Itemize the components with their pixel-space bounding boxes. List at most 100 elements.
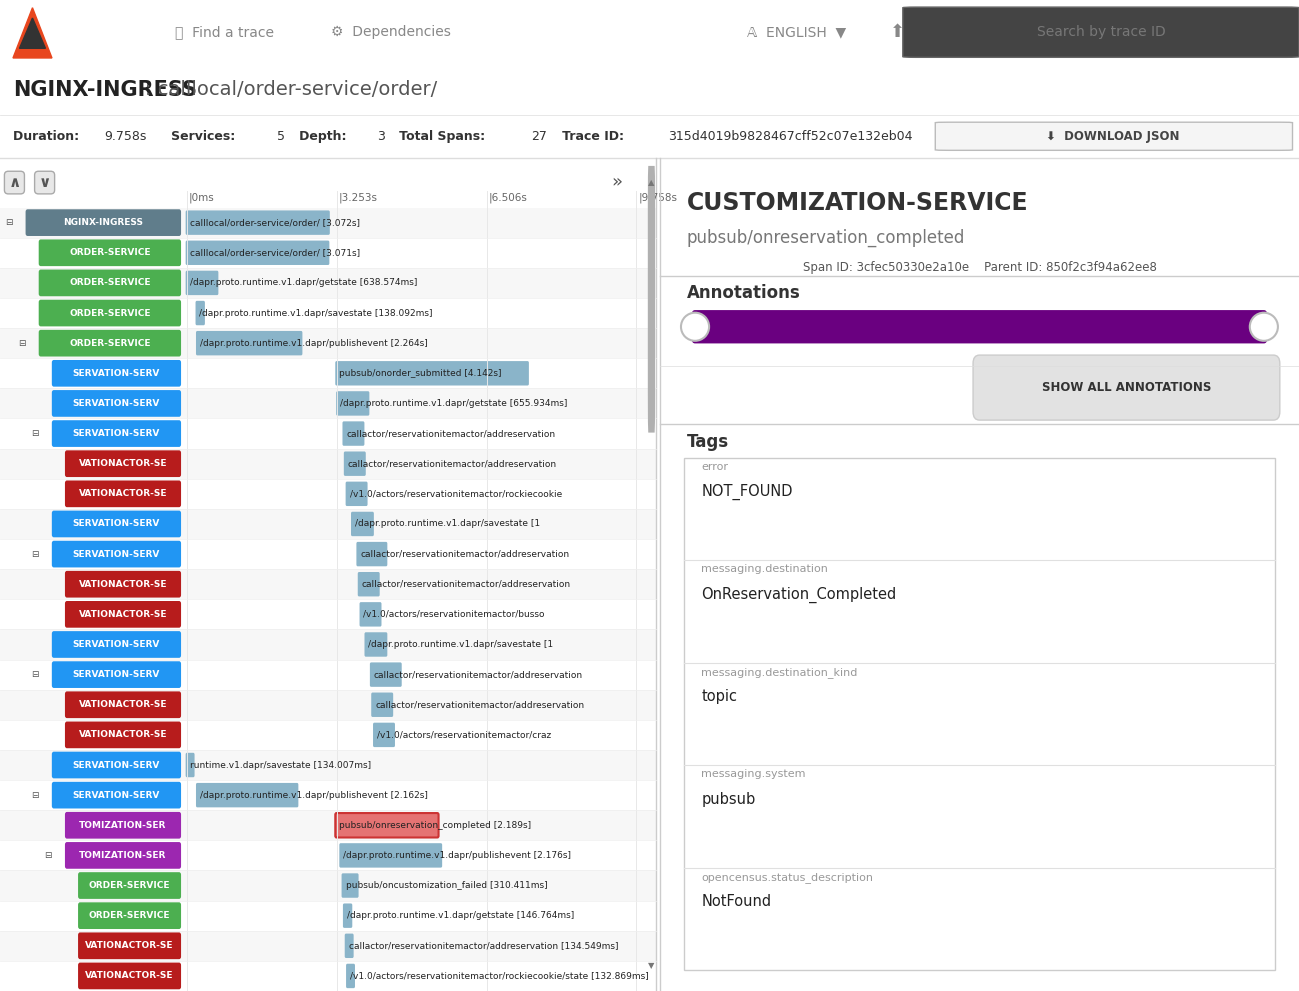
Text: Search by trace ID: Search by trace ID <box>1037 25 1167 40</box>
FancyBboxPatch shape <box>372 693 394 716</box>
Text: /v1.0/actors/reservationitemactor/craz: /v1.0/actors/reservationitemactor/craz <box>377 730 551 739</box>
Text: CUSTOMIZATION-SERVICE: CUSTOMIZATION-SERVICE <box>687 191 1029 215</box>
Bar <box>0 600 656 629</box>
Text: ORDER-SERVICE: ORDER-SERVICE <box>88 911 170 921</box>
FancyBboxPatch shape <box>186 210 330 235</box>
Text: pubsub/oncustomization_failed [310.411ms]: pubsub/oncustomization_failed [310.411ms… <box>346 881 547 890</box>
Text: /dapr.proto.runtime.v1.dapr/publishevent [2.176s]: /dapr.proto.runtime.v1.dapr/publishevent… <box>343 851 572 860</box>
FancyBboxPatch shape <box>339 843 442 867</box>
Text: runtime.v1.dapr/savestate [134.007ms]: runtime.v1.dapr/savestate [134.007ms] <box>190 760 370 770</box>
FancyBboxPatch shape <box>65 692 181 718</box>
FancyBboxPatch shape <box>39 270 181 296</box>
Bar <box>0 931 656 961</box>
FancyBboxPatch shape <box>365 632 387 657</box>
Text: ORDER-SERVICE: ORDER-SERVICE <box>88 881 170 890</box>
FancyBboxPatch shape <box>973 355 1280 420</box>
Bar <box>0 539 656 569</box>
Text: error: error <box>701 462 729 472</box>
Text: /dapr.proto.runtime.v1.dapr/savestate [1: /dapr.proto.runtime.v1.dapr/savestate [1 <box>369 640 553 649</box>
FancyBboxPatch shape <box>344 934 353 958</box>
FancyBboxPatch shape <box>65 721 181 748</box>
Bar <box>0 509 656 539</box>
Text: 𝔸  ENGLISH  ▼: 𝔸 ENGLISH ▼ <box>747 25 846 40</box>
Text: |0ms: |0ms <box>188 192 214 203</box>
Polygon shape <box>19 18 45 49</box>
Text: callactor/reservationitemactor/addreservation: callactor/reservationitemactor/addreserv… <box>360 550 569 559</box>
Bar <box>0 870 656 901</box>
Text: /dapr.proto.runtime.v1.dapr/getstate [638.574ms]: /dapr.proto.runtime.v1.dapr/getstate [63… <box>190 278 417 287</box>
FancyBboxPatch shape <box>78 933 181 959</box>
Text: ⬇  DOWNLOAD JSON: ⬇ DOWNLOAD JSON <box>1047 130 1179 143</box>
FancyBboxPatch shape <box>343 904 352 928</box>
Text: ORDER-SERVICE: ORDER-SERVICE <box>69 249 151 258</box>
Text: /dapr.proto.runtime.v1.dapr/getstate [655.934ms]: /dapr.proto.runtime.v1.dapr/getstate [65… <box>340 399 568 408</box>
Text: callactor/reservationitemactor/addreservation: callactor/reservationitemactor/addreserv… <box>375 701 585 710</box>
Polygon shape <box>13 8 52 57</box>
Text: calllocal/order-service/order/ [3.071s]: calllocal/order-service/order/ [3.071s] <box>190 249 360 258</box>
Text: callactor/reservationitemactor/addreservation: callactor/reservationitemactor/addreserv… <box>361 580 570 589</box>
FancyBboxPatch shape <box>196 301 205 325</box>
Text: ⊟: ⊟ <box>31 429 39 438</box>
Bar <box>0 719 656 750</box>
Bar <box>0 901 656 931</box>
Bar <box>0 690 656 719</box>
Text: pubsub/onreservation_completed: pubsub/onreservation_completed <box>687 228 965 247</box>
Bar <box>0 840 656 870</box>
Text: VATIONACTOR-SE: VATIONACTOR-SE <box>79 730 168 739</box>
FancyBboxPatch shape <box>935 122 1293 151</box>
Text: ⚙  Dependencies: ⚙ Dependencies <box>331 25 451 40</box>
Text: SERVATION-SERV: SERVATION-SERV <box>73 670 160 679</box>
Text: callactor/reservationitemactor/addreservation: callactor/reservationitemactor/addreserv… <box>348 459 557 468</box>
FancyBboxPatch shape <box>65 450 181 477</box>
FancyBboxPatch shape <box>52 420 181 447</box>
Text: ⊟: ⊟ <box>18 339 26 348</box>
Text: pubsub: pubsub <box>701 792 756 807</box>
Text: NGINX-INGRESS: NGINX-INGRESS <box>13 79 197 100</box>
FancyBboxPatch shape <box>39 299 181 326</box>
FancyBboxPatch shape <box>186 753 195 777</box>
Text: Tags: Tags <box>687 433 729 451</box>
Text: SERVATION-SERV: SERVATION-SERV <box>73 369 160 378</box>
FancyBboxPatch shape <box>52 390 181 417</box>
Text: NOT_FOUND: NOT_FOUND <box>701 485 792 500</box>
FancyBboxPatch shape <box>65 571 181 598</box>
FancyBboxPatch shape <box>335 813 439 837</box>
Text: /dapr.proto.runtime.v1.dapr/savestate [1: /dapr.proto.runtime.v1.dapr/savestate [1 <box>355 519 540 528</box>
Text: 3: 3 <box>377 130 385 143</box>
Text: ▼: ▼ <box>648 961 655 970</box>
Text: callactor/reservationitemactor/addreservation [134.549ms]: callactor/reservationitemactor/addreserv… <box>348 941 618 950</box>
FancyBboxPatch shape <box>356 542 387 566</box>
Bar <box>0 207 656 238</box>
Text: Total Spans:: Total Spans: <box>386 130 490 143</box>
Text: callactor/reservationitemactor/addreservation: callactor/reservationitemactor/addreserv… <box>347 429 556 438</box>
FancyBboxPatch shape <box>692 310 1267 344</box>
FancyBboxPatch shape <box>52 751 181 778</box>
FancyBboxPatch shape <box>52 541 181 568</box>
Text: SHOW ALL ANNOTATIONS: SHOW ALL ANNOTATIONS <box>1042 382 1211 394</box>
FancyBboxPatch shape <box>186 271 218 295</box>
FancyBboxPatch shape <box>26 209 181 236</box>
Bar <box>0 449 656 479</box>
Text: messaging.destination: messaging.destination <box>701 564 829 574</box>
Text: TOMIZATION-SER: TOMIZATION-SER <box>79 821 166 829</box>
Text: TOMIZATION-SER: TOMIZATION-SER <box>79 851 166 860</box>
Text: /v1.0/actors/reservationitemactor/rockiecookie: /v1.0/actors/reservationitemactor/rockie… <box>349 490 561 498</box>
Text: /dapr.proto.runtime.v1.dapr/savestate [138.092ms]: /dapr.proto.runtime.v1.dapr/savestate [1… <box>200 308 433 317</box>
Text: ⊟: ⊟ <box>31 550 39 559</box>
Text: ⊟: ⊟ <box>5 218 13 227</box>
Bar <box>0 298 656 328</box>
FancyBboxPatch shape <box>335 361 529 385</box>
FancyBboxPatch shape <box>346 482 368 506</box>
FancyBboxPatch shape <box>351 511 374 536</box>
FancyBboxPatch shape <box>648 165 655 433</box>
Text: SERVATION-SERV: SERVATION-SERV <box>73 760 160 770</box>
FancyBboxPatch shape <box>344 452 366 476</box>
FancyBboxPatch shape <box>52 661 181 688</box>
FancyBboxPatch shape <box>373 722 395 747</box>
FancyBboxPatch shape <box>196 783 299 808</box>
FancyBboxPatch shape <box>52 510 181 537</box>
Text: VATIONACTOR-SE: VATIONACTOR-SE <box>79 459 168 468</box>
FancyBboxPatch shape <box>39 240 181 267</box>
FancyBboxPatch shape <box>336 391 369 415</box>
Text: ∨: ∨ <box>39 175 51 190</box>
